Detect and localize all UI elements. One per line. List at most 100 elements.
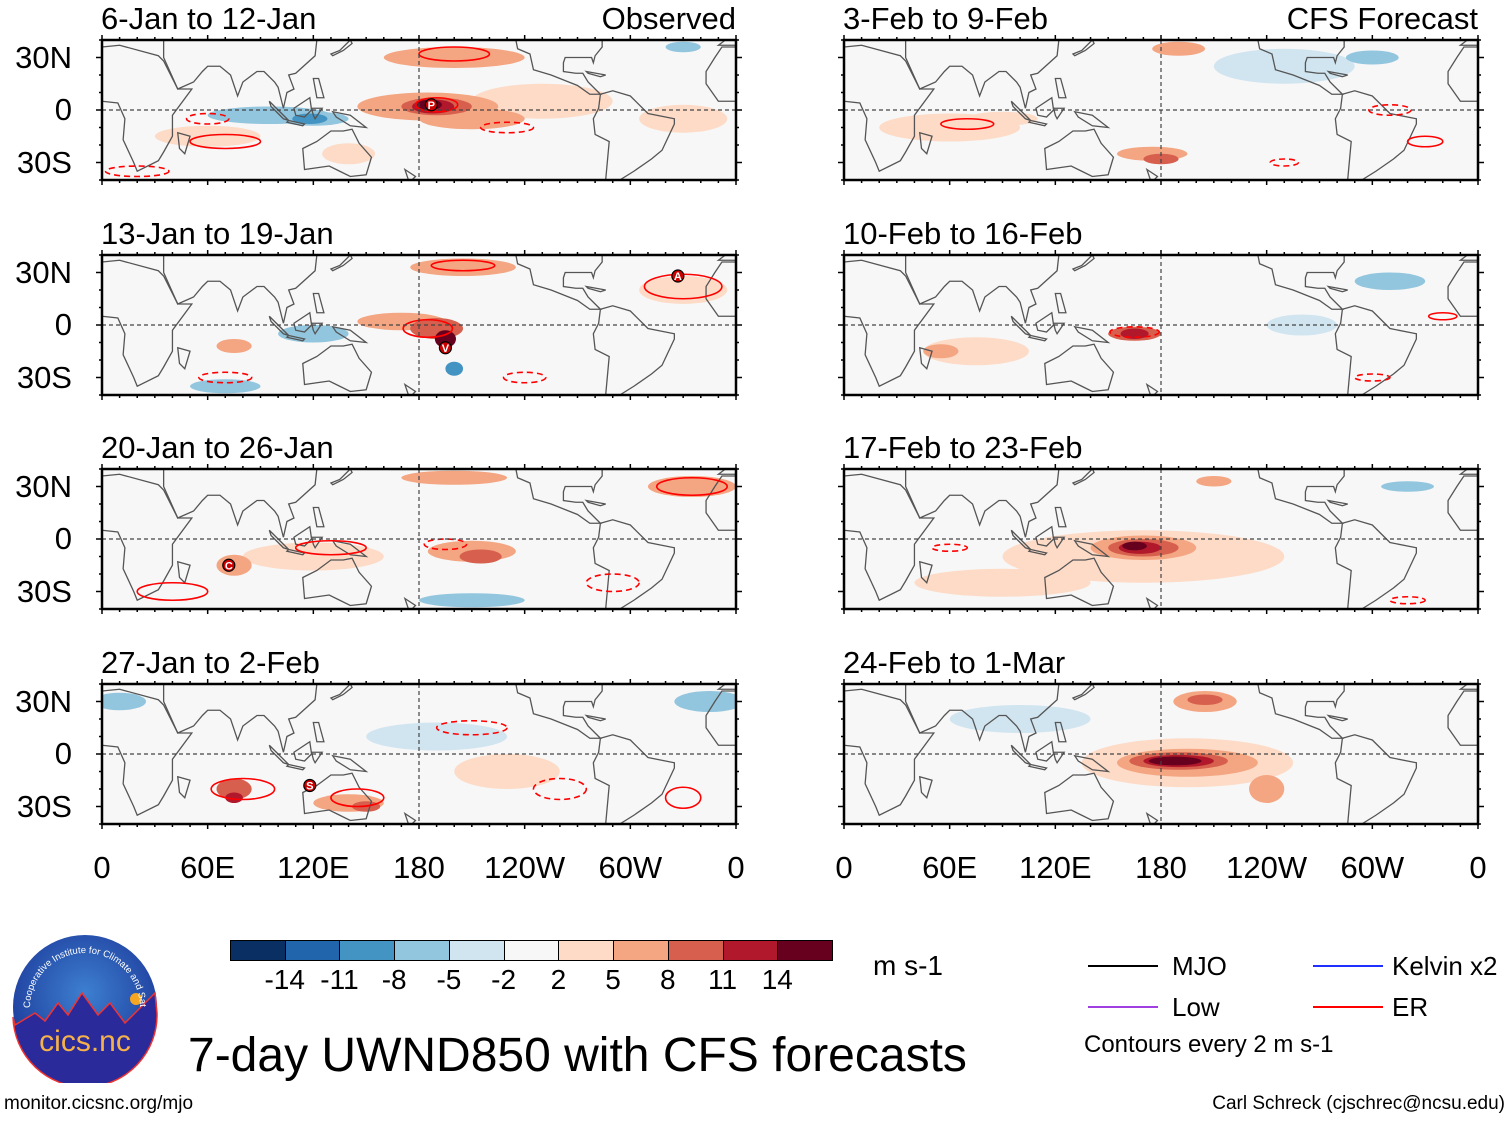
anomaly-region	[923, 344, 959, 359]
coastline	[1458, 40, 1478, 46]
legend-label-er: ER	[1392, 992, 1429, 1022]
coastline	[285, 334, 306, 342]
coastline	[1334, 734, 1418, 824]
coastline	[302, 557, 373, 607]
coastline	[176, 346, 191, 370]
coastline	[592, 305, 676, 395]
coastline	[162, 40, 318, 109]
coastline	[1044, 343, 1115, 393]
coastline	[1145, 382, 1159, 395]
coastline	[329, 684, 353, 701]
coastline	[1326, 499, 1348, 507]
lat-label: 30S	[16, 788, 72, 824]
coastline	[403, 167, 417, 180]
legend-line-low	[1088, 1006, 1158, 1008]
panel-title: 3-Feb to 9-Feb	[843, 1, 1049, 36]
coastline	[268, 744, 290, 766]
colorbar-label: 11	[707, 964, 738, 995]
anomaly-region	[1148, 756, 1202, 766]
er-contour	[330, 788, 385, 808]
er-contour	[210, 777, 276, 801]
coastline	[331, 110, 369, 129]
coastline	[1447, 46, 1478, 102]
coastline	[1027, 119, 1048, 127]
er-contour	[414, 96, 459, 113]
er-contour	[185, 112, 230, 125]
anomaly-region	[923, 337, 1029, 366]
coastline	[293, 96, 313, 118]
er-contour	[532, 777, 588, 801]
coastline	[705, 690, 736, 746]
coastline	[584, 70, 606, 78]
coastline	[1052, 322, 1066, 336]
coastline	[1145, 596, 1159, 609]
coastline	[716, 255, 736, 261]
coastline	[844, 259, 936, 388]
lat-label: 0	[54, 307, 72, 342]
website-link[interactable]: monitor.cicsnc.org/mjo	[4, 1093, 194, 1114]
coastline	[1073, 110, 1111, 129]
coastline	[515, 255, 603, 310]
coastline	[331, 539, 369, 558]
coastline	[102, 688, 194, 817]
coastline	[1071, 40, 1095, 57]
colorbar-swatch	[722, 940, 779, 961]
coastline	[293, 740, 313, 762]
anomaly-region	[1345, 50, 1399, 65]
er-contour	[136, 581, 209, 602]
anomaly-region	[383, 47, 525, 68]
svg-text:S: S	[306, 781, 313, 793]
anomaly-region	[154, 125, 261, 147]
coastline	[102, 259, 194, 388]
map-panel: P	[96, 35, 742, 185]
anomaly-region	[1152, 41, 1206, 56]
lat-label: 0	[54, 736, 72, 771]
coastline	[329, 255, 353, 272]
lon-label: 60E	[922, 850, 978, 885]
coastline	[268, 529, 290, 551]
column-label: Observed	[601, 1, 736, 36]
anomaly-region	[665, 41, 701, 53]
coastline	[312, 292, 325, 314]
coastline	[1326, 285, 1348, 293]
lon-label: 60W	[598, 850, 663, 885]
colorbar-swatch	[667, 940, 724, 961]
coastline	[1035, 740, 1055, 762]
colorbar-label: -11	[320, 964, 359, 995]
coastline	[1257, 469, 1345, 524]
er-contour	[931, 543, 969, 553]
coastline	[403, 811, 417, 824]
colorbar-label: 2	[550, 964, 567, 995]
coastline	[1334, 305, 1418, 395]
lon-label: 0	[835, 850, 853, 885]
coastline	[592, 519, 676, 609]
er-contour	[435, 719, 508, 736]
coastline	[1044, 772, 1115, 822]
coastline	[1010, 315, 1032, 337]
coastline	[102, 44, 194, 173]
lat-label: 0	[54, 521, 72, 556]
coastline	[1071, 469, 1095, 486]
er-contour	[585, 573, 640, 593]
colorbar-units: m s-1	[873, 950, 943, 981]
map-panel	[838, 250, 1484, 400]
colorbar-swatch	[284, 940, 341, 961]
coastline	[1326, 714, 1348, 722]
anomaly-region	[1213, 48, 1355, 84]
anomaly-region	[190, 379, 261, 394]
coastline	[1447, 261, 1478, 317]
coastline	[1071, 255, 1095, 272]
lat-label: 30N	[15, 468, 72, 504]
coastline	[1035, 525, 1055, 547]
lon-label: 120W	[484, 850, 566, 885]
anomaly-region	[102, 692, 147, 711]
er-contour	[479, 121, 535, 134]
legend-label-kelvin: Kelvin x2	[1392, 951, 1498, 981]
anomaly-region	[647, 476, 736, 497]
coastline	[592, 734, 676, 824]
lat-label: 30N	[15, 254, 72, 290]
colorbar-swatch	[503, 940, 560, 961]
coastline	[1052, 107, 1066, 121]
anomaly-region	[225, 792, 243, 803]
